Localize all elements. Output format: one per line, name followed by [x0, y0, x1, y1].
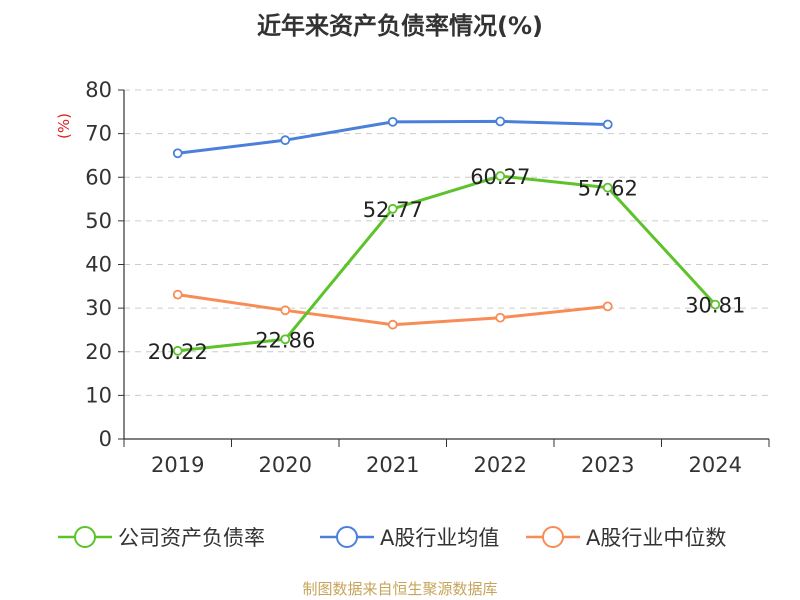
data-point [495, 171, 506, 181]
x-tick-label: 2020 [259, 453, 312, 477]
x-tick-label: 2022 [474, 453, 527, 477]
data-label: 60.27 [470, 165, 530, 189]
data-point [172, 345, 183, 356]
y-axis-label: (%) [55, 113, 73, 139]
chart-title: 近年来资产负债率情况(%) [257, 12, 543, 40]
x-tick-label: 2023 [581, 453, 634, 477]
data-point [495, 116, 506, 127]
data-point [387, 319, 398, 330]
y-tick-label: 30 [85, 296, 112, 320]
data-label: 52.77 [363, 198, 423, 222]
y-tick-label: 10 [85, 383, 112, 407]
x-tick-label: 2019 [151, 453, 204, 477]
series-line [177, 174, 717, 353]
legend-label: A股行业均值 [380, 526, 499, 550]
legend-label: 公司资产负债率 [118, 526, 265, 550]
data-label: 22.86 [255, 328, 315, 352]
data-point [387, 116, 398, 127]
data-label: 57.62 [578, 177, 638, 201]
y-tick-label: 80 [85, 78, 112, 102]
data-point [280, 135, 291, 146]
legend: 公司资产负债率 A股行业均值 A股行业中位数 [58, 526, 726, 550]
data-labels: 20.22 22.86 52.77 60.27 57.62 30.81 [148, 165, 746, 364]
legend-label: A股行业中位数 [586, 526, 726, 550]
data-point [602, 182, 613, 193]
data-point [172, 289, 183, 300]
x-tick-label: 2021 [366, 453, 419, 477]
series-group [172, 116, 721, 356]
y-axis-ticks: 0 10 20 30 40 50 60 70 80 [85, 78, 124, 451]
data-label: 20.22 [148, 340, 208, 364]
data-point [495, 312, 506, 323]
y-tick-label: 70 [85, 122, 112, 146]
data-point [710, 299, 721, 310]
x-axis-ticks: 2019 2020 2021 2022 2023 2024 [123, 439, 770, 477]
legend-marker [542, 526, 564, 548]
y-tick-label: 20 [85, 340, 112, 364]
source-note: 制图数据来自恒生聚源数据库 [302, 580, 498, 598]
legend-marker [336, 526, 358, 548]
y-tick-label: 40 [85, 253, 112, 277]
legend-marker [74, 526, 96, 548]
data-point [280, 334, 291, 345]
data-point [602, 119, 613, 130]
y-tick-label: 0 [99, 427, 112, 451]
data-point [602, 301, 613, 312]
x-tick-label: 2024 [689, 453, 742, 477]
data-point [172, 148, 183, 159]
y-tick-label: 60 [85, 165, 112, 189]
grid-lines [124, 89, 769, 396]
data-point [280, 305, 291, 316]
data-label: 30.81 [685, 294, 745, 318]
y-tick-label: 50 [85, 209, 112, 233]
data-point [387, 203, 398, 214]
